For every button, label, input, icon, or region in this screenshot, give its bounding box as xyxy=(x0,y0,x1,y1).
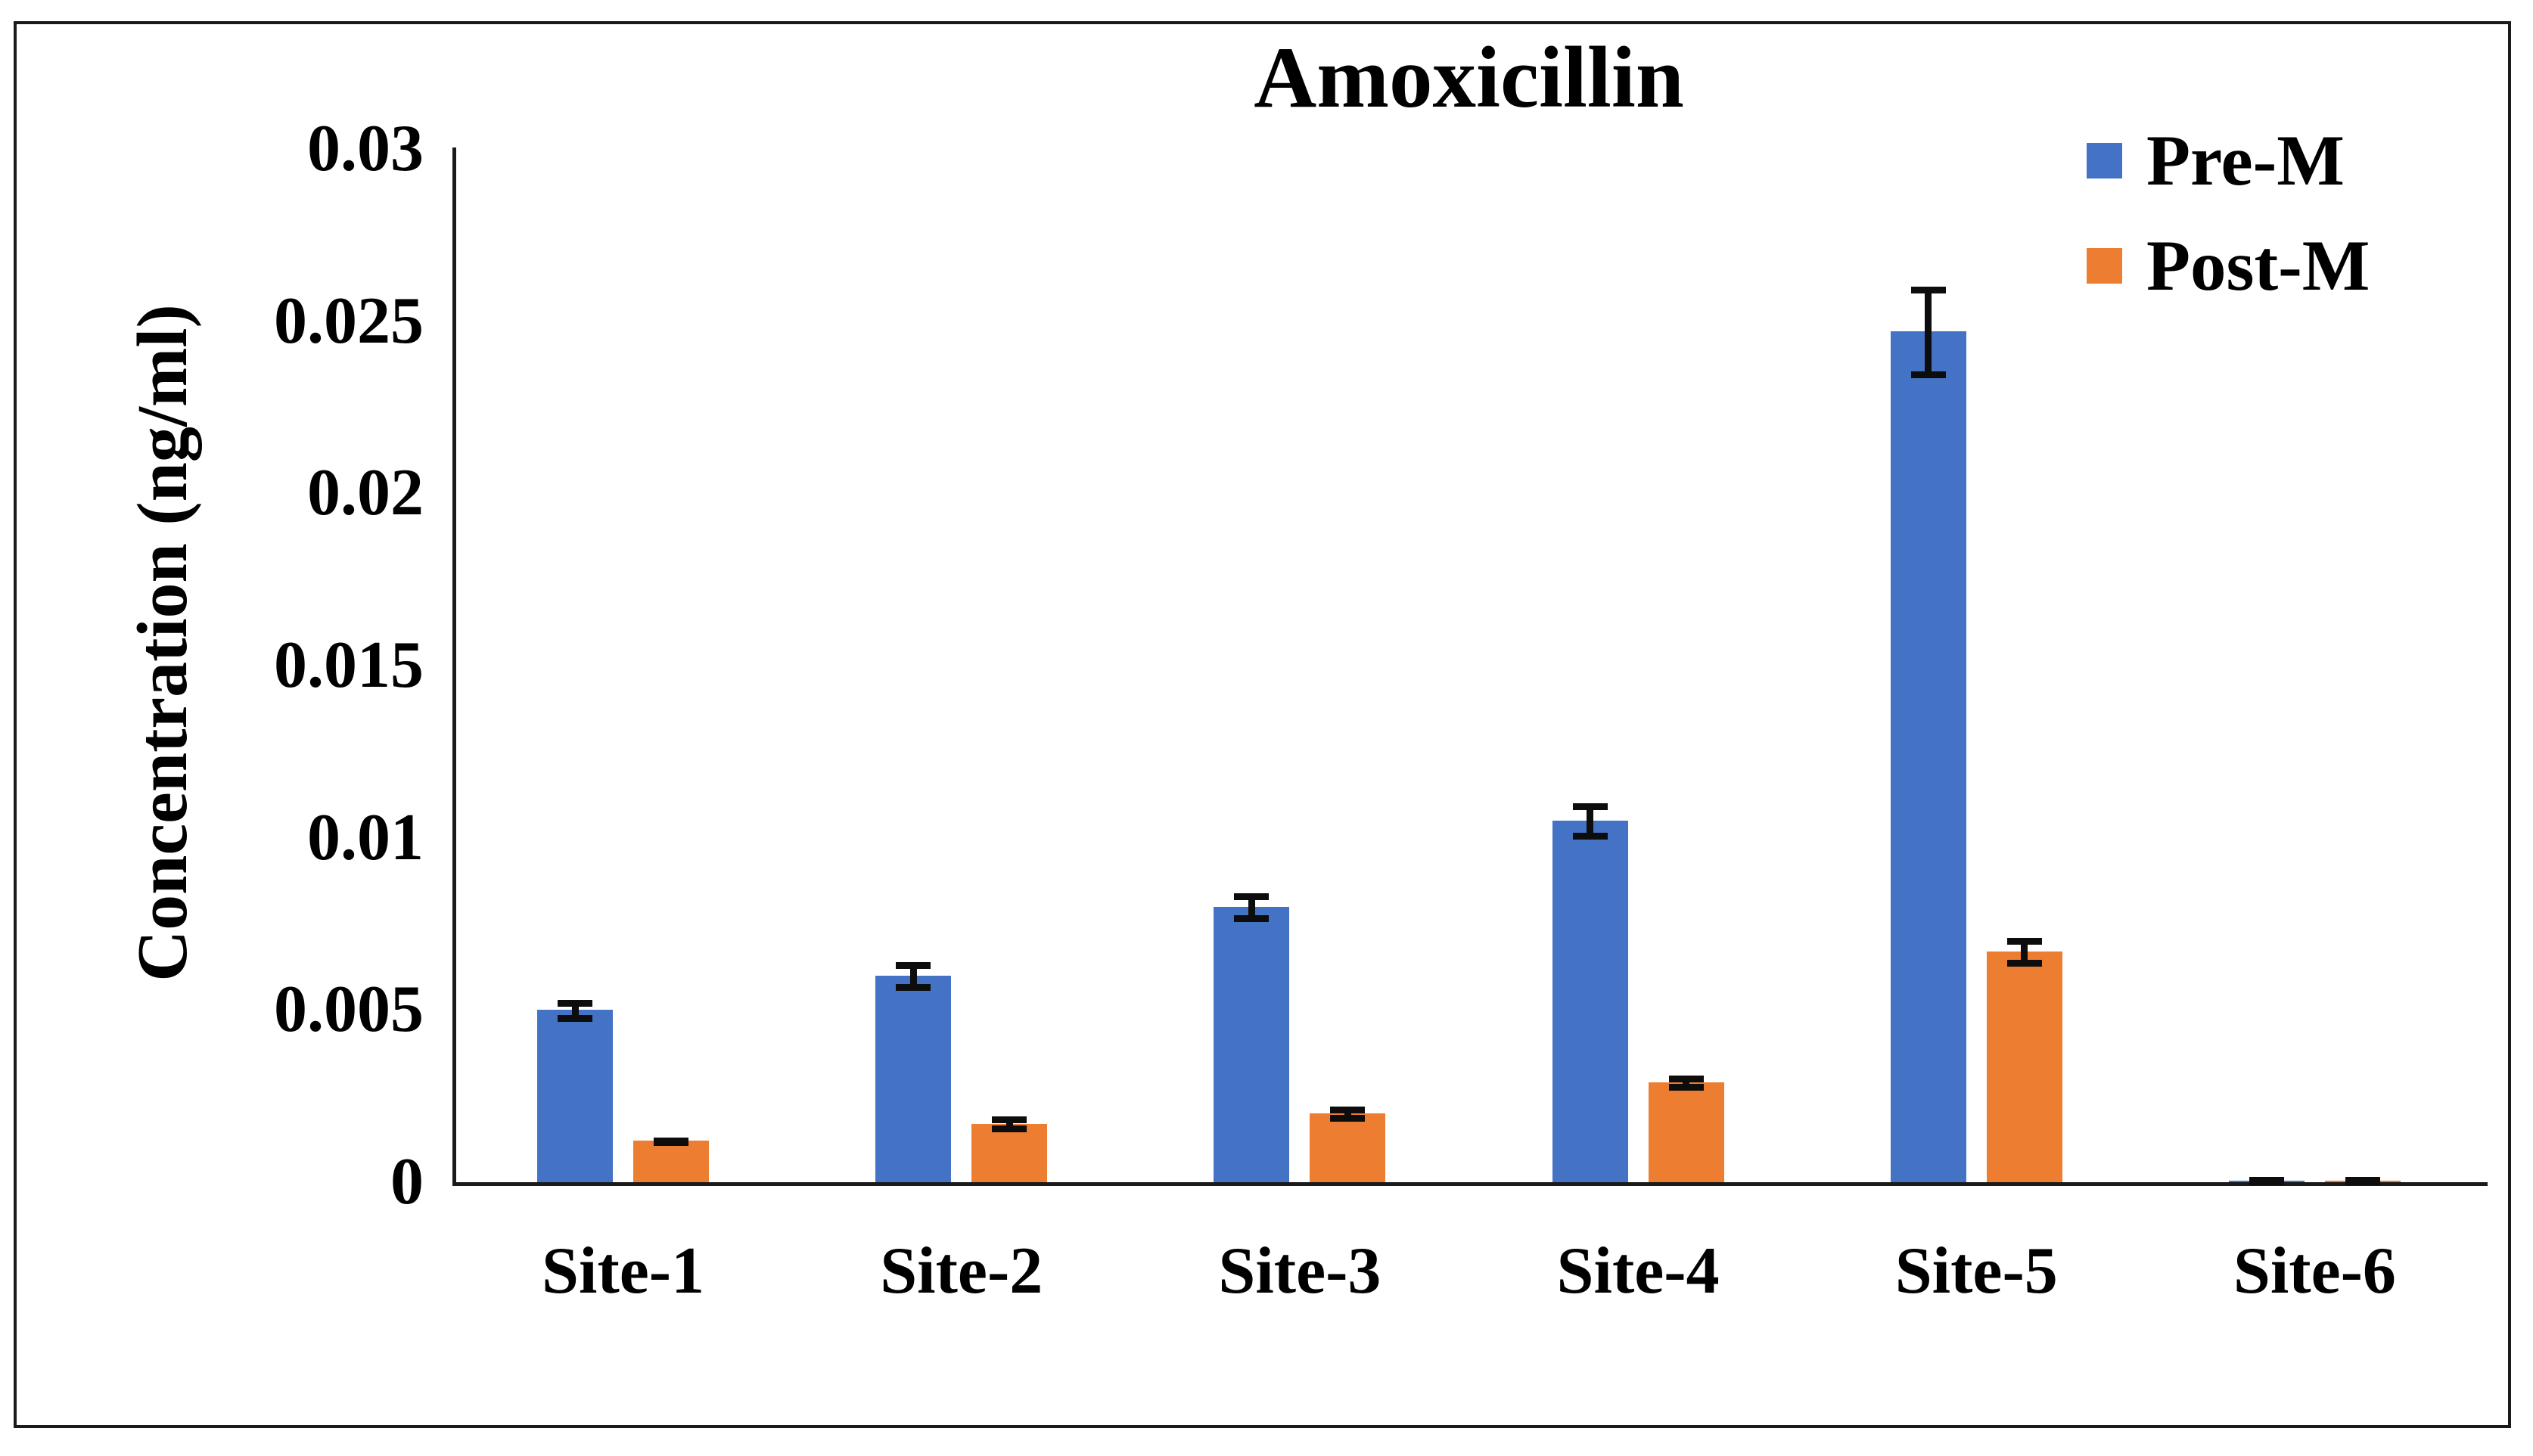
y-tick-label-0-005: 0.005 xyxy=(274,973,424,1047)
error-bar-cap-top xyxy=(896,961,931,969)
bar-pre-m-site-1 xyxy=(537,1010,614,1182)
x-category-label-site-6: Site-6 xyxy=(2233,1234,2396,1308)
error-bar-cap-bottom xyxy=(654,1138,689,1146)
error-bar-stem xyxy=(1683,1075,1690,1090)
error-bar-cap-top xyxy=(2006,937,2042,945)
legend-label-pre-m: Pre-M xyxy=(2146,120,2345,200)
error-bar-stem xyxy=(1248,893,1255,920)
error-bar-cap-bottom xyxy=(558,1014,593,1022)
legend-swatch-post-m xyxy=(2087,248,2122,284)
bar-post-m-site-1 xyxy=(633,1141,710,1182)
error-bar-stem xyxy=(2021,937,2028,966)
y-tick-label-0-015: 0.015 xyxy=(274,629,424,702)
error-bar-cap-top xyxy=(558,999,593,1007)
bar-post-m-site-3 xyxy=(1310,1113,1386,1182)
x-category-label-site-5: Site-5 xyxy=(1894,1234,2058,1308)
error-bar-stem xyxy=(571,999,579,1020)
legend-swatch-pre-m xyxy=(2087,143,2122,179)
error-bar-cap-top xyxy=(1910,287,1946,294)
bar-post-m-site-5 xyxy=(1986,951,2062,1182)
y-tick-label-0-01: 0.01 xyxy=(307,800,424,874)
error-bar-cap-top xyxy=(992,1116,1027,1124)
legend-label-post-m: Post-M xyxy=(2146,225,2370,306)
legend-item-pre-m: Pre-M xyxy=(2087,125,2370,197)
error-bar-cap-bottom xyxy=(1330,1115,1366,1122)
x-category-label-site-2: Site-2 xyxy=(880,1234,1043,1308)
error-bar-cap-top xyxy=(1330,1106,1366,1113)
y-tick-label-0-02: 0.02 xyxy=(307,456,424,530)
x-category-label-site-4: Site-4 xyxy=(1556,1234,1720,1308)
error-bar-cap-top xyxy=(1572,803,1608,811)
error-bar-stem xyxy=(1005,1116,1013,1131)
y-axis-line xyxy=(452,147,456,1186)
bar-post-m-site-2 xyxy=(971,1123,1048,1182)
x-category-label-site-3: Site-3 xyxy=(1218,1234,1381,1308)
error-bar-cap-bottom xyxy=(2345,1177,2380,1184)
error-bar-cap-top xyxy=(1234,893,1270,900)
chart-title: Amoxicillin xyxy=(1254,29,1684,126)
x-category-label-site-1: Site-1 xyxy=(542,1234,705,1308)
legend: Pre-M Post-M xyxy=(2087,125,2370,335)
legend-item-post-m: Post-M xyxy=(2087,230,2370,302)
bar-pre-m-site-2 xyxy=(875,975,952,1182)
error-bar-cap-bottom xyxy=(2249,1177,2284,1184)
bar-pre-m-site-5 xyxy=(1890,331,1966,1182)
error-bar-stem xyxy=(1925,287,1932,377)
y-tick-label-0: 0 xyxy=(390,1145,424,1219)
error-bar-stem xyxy=(1344,1106,1351,1121)
error-bar-cap-top xyxy=(1668,1075,1704,1082)
bar-pre-m-site-3 xyxy=(1214,906,1290,1182)
error-bar-cap-bottom xyxy=(1910,371,1946,378)
error-bar-stem xyxy=(1587,803,1594,838)
error-bar-cap-bottom xyxy=(992,1125,1027,1132)
error-bar-cap-bottom xyxy=(1572,832,1608,840)
y-tick-label-0-03: 0.03 xyxy=(307,112,424,185)
bar-pre-m-site-4 xyxy=(1552,820,1628,1182)
bar-post-m-site-4 xyxy=(1648,1082,1724,1182)
error-bar-cap-bottom xyxy=(1668,1084,1704,1091)
x-axis-line xyxy=(452,1182,2488,1186)
error-bar-cap-bottom xyxy=(2006,960,2042,967)
y-tick-label-0-025: 0.025 xyxy=(274,284,424,358)
error-bar-cap-bottom xyxy=(896,984,931,991)
error-bar-stem xyxy=(909,961,917,989)
error-bar-cap-bottom xyxy=(1234,914,1270,922)
